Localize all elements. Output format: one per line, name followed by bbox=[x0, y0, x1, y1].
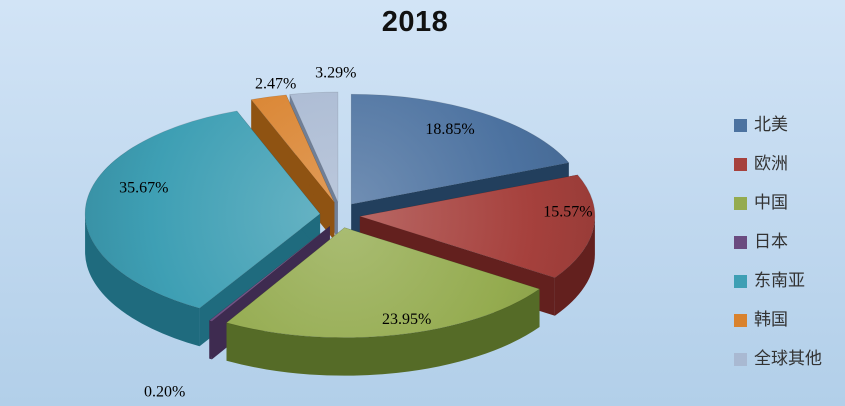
legend-item: 韩国 bbox=[734, 311, 822, 329]
pie-slice-side bbox=[226, 289, 540, 376]
legend-label: 韩国 bbox=[754, 310, 788, 329]
slice-value-label: 3.29% bbox=[315, 64, 356, 81]
legend: 北美欧洲中国日本东南亚韩国全球其他 bbox=[734, 116, 822, 368]
pie-slice-side bbox=[251, 99, 335, 241]
legend-item: 日本 bbox=[734, 233, 822, 251]
pie-slice bbox=[289, 91, 339, 203]
pie-slice bbox=[208, 225, 331, 322]
legend-label: 北美 bbox=[754, 115, 788, 134]
pie-slice-side bbox=[209, 320, 212, 360]
legend-swatch bbox=[734, 196, 747, 210]
legend-swatch bbox=[734, 235, 747, 249]
legend-item: 东南亚 bbox=[734, 272, 822, 290]
slice-value-label: 0.20% bbox=[144, 384, 185, 401]
pie-slice bbox=[225, 227, 541, 338]
legend-item: 欧洲 bbox=[734, 155, 822, 173]
slice-value-label: 2.47% bbox=[255, 75, 296, 92]
legend-label: 中国 bbox=[754, 193, 788, 212]
legend-swatch bbox=[734, 274, 747, 288]
legend-swatch bbox=[734, 118, 747, 132]
pie-slice-side bbox=[85, 213, 200, 347]
slice-value-label: 15.57% bbox=[543, 204, 592, 221]
legend-item: 中国 bbox=[734, 194, 822, 212]
legend-label: 东南亚 bbox=[754, 271, 805, 290]
legend-item: 北美 bbox=[734, 116, 822, 134]
slice-value-label: 18.85% bbox=[425, 121, 474, 138]
pie-slice bbox=[350, 93, 570, 205]
pie-slice-side bbox=[554, 216, 595, 316]
slice-value-label: 35.67% bbox=[119, 180, 168, 197]
legend-swatch bbox=[734, 352, 747, 366]
legend-item: 全球其他 bbox=[734, 350, 822, 368]
legend-label: 日本 bbox=[754, 232, 788, 251]
legend-label: 欧洲 bbox=[754, 154, 788, 173]
pie-slice bbox=[359, 174, 596, 279]
pie-slice bbox=[250, 94, 335, 203]
legend-swatch bbox=[734, 157, 747, 171]
pie-slice bbox=[84, 110, 321, 309]
chart-title: 2018 bbox=[381, 6, 449, 38]
slice-value-label: 23.95% bbox=[382, 311, 431, 328]
legend-label: 全球其他 bbox=[754, 349, 822, 368]
legend-swatch bbox=[734, 313, 747, 327]
